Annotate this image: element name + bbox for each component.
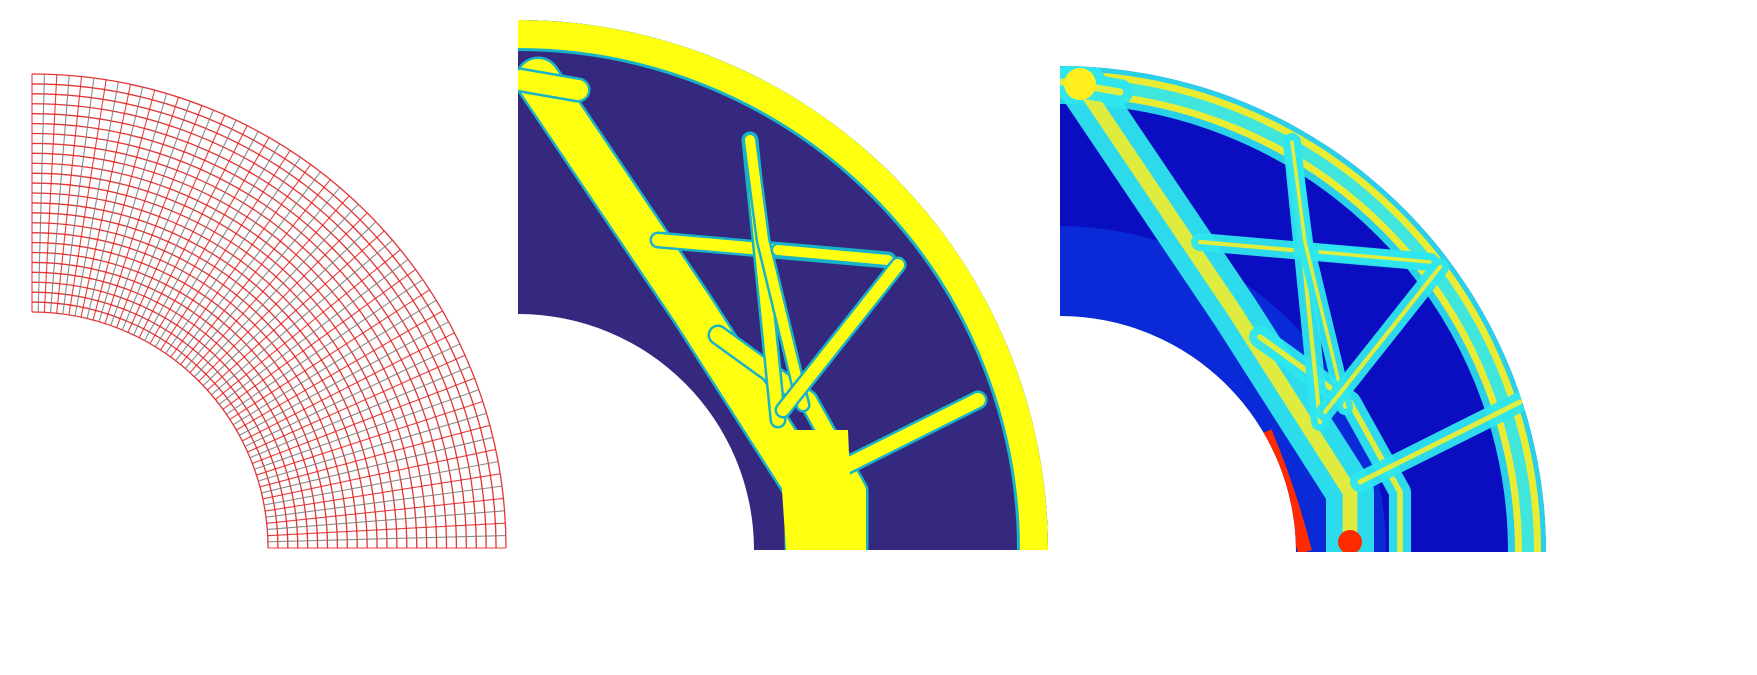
mesh-spoke <box>165 157 301 354</box>
mesh-spoke <box>144 131 259 341</box>
mesh-spoke <box>175 171 321 362</box>
mesh-spoke <box>265 485 503 518</box>
truss-member <box>777 259 904 416</box>
mesh-spoke <box>138 125 248 338</box>
mesh-spoke <box>261 436 494 494</box>
mesh-spoke <box>49 75 70 313</box>
mesh-spoke <box>154 143 281 348</box>
mesh-spoke <box>198 212 368 382</box>
mesh-spoke <box>211 239 393 396</box>
mesh-spoke <box>252 377 475 464</box>
truss-member-core <box>1290 140 1347 409</box>
mesh-spoke <box>74 81 119 317</box>
mesh-spoke <box>218 259 409 405</box>
mesh-spoke <box>267 522 506 537</box>
hotspot <box>1338 530 1362 552</box>
mesh-spoke <box>239 321 449 436</box>
truss-member <box>745 135 808 410</box>
mesh-spoke <box>110 101 191 326</box>
mesh-spoke <box>160 150 291 351</box>
truss-member-core <box>1357 399 1523 485</box>
field-structure <box>1060 66 1546 552</box>
mesh-spoke <box>249 366 471 459</box>
mesh-spoke <box>236 310 443 431</box>
mesh-spoke <box>207 230 385 391</box>
truss-member <box>518 70 588 100</box>
diagonal-root <box>778 430 853 550</box>
mesh-spoke <box>266 497 504 524</box>
mesh-spoke <box>121 109 214 331</box>
mesh-spoke <box>86 86 144 319</box>
mesh-spoke <box>116 105 203 328</box>
mesh-spoke <box>222 268 416 410</box>
mesh-spoke <box>202 221 377 386</box>
density-panel <box>518 20 1048 550</box>
mesh-spoke <box>226 279 423 415</box>
outer-rim <box>518 20 1048 550</box>
mesh-spoke <box>43 74 58 313</box>
mesh-spoke <box>254 389 479 470</box>
mesh-spoke <box>149 137 270 344</box>
mesh-spoke <box>62 77 95 315</box>
mesh-spoke <box>265 473 501 512</box>
mesh-spoke <box>104 97 179 324</box>
mesh-spoke <box>244 343 461 447</box>
mesh-spoke <box>189 195 350 373</box>
mesh-spoke <box>256 401 483 476</box>
mesh-spoke <box>68 79 107 315</box>
mesh-spoke <box>267 510 505 531</box>
mesh-spoke <box>267 535 506 543</box>
density-structure <box>518 20 1048 550</box>
truss-member-core <box>1257 334 1403 552</box>
mesh-spoke <box>258 412 487 482</box>
mesh-spoke <box>133 119 237 336</box>
mesh-spoke <box>127 114 226 333</box>
mesh-spoke <box>242 332 455 442</box>
field-panel <box>1060 66 1546 552</box>
low-band <box>1060 226 1386 552</box>
mesh-grid <box>31 73 507 549</box>
mesh-spoke <box>263 461 499 506</box>
truss-member <box>773 245 893 265</box>
mesh-spoke <box>247 354 466 453</box>
outer-rim-band <box>1060 78 1534 552</box>
mesh-spoke <box>232 299 437 426</box>
mesh-spoke <box>262 448 496 500</box>
mesh-spoke <box>170 164 312 358</box>
mesh-spoke <box>37 74 45 313</box>
mesh-spoke <box>184 187 341 369</box>
mesh-spoke <box>194 203 359 378</box>
hotspot <box>1064 68 1096 100</box>
mesh-arc <box>31 311 269 549</box>
mesh-spoke <box>215 249 401 400</box>
mesh-panel <box>31 73 507 549</box>
mesh-spoke <box>92 90 156 321</box>
mesh-spoke <box>56 76 83 314</box>
mesh-spoke <box>259 424 490 488</box>
mesh-spoke <box>80 84 132 318</box>
mesh-spoke <box>98 93 168 322</box>
mesh-spoke <box>180 179 331 365</box>
truss-member-core <box>1322 264 1443 415</box>
truss-member-core <box>1318 250 1432 264</box>
truss-member-core <box>1072 74 1358 552</box>
mesh-spoke <box>229 289 430 420</box>
